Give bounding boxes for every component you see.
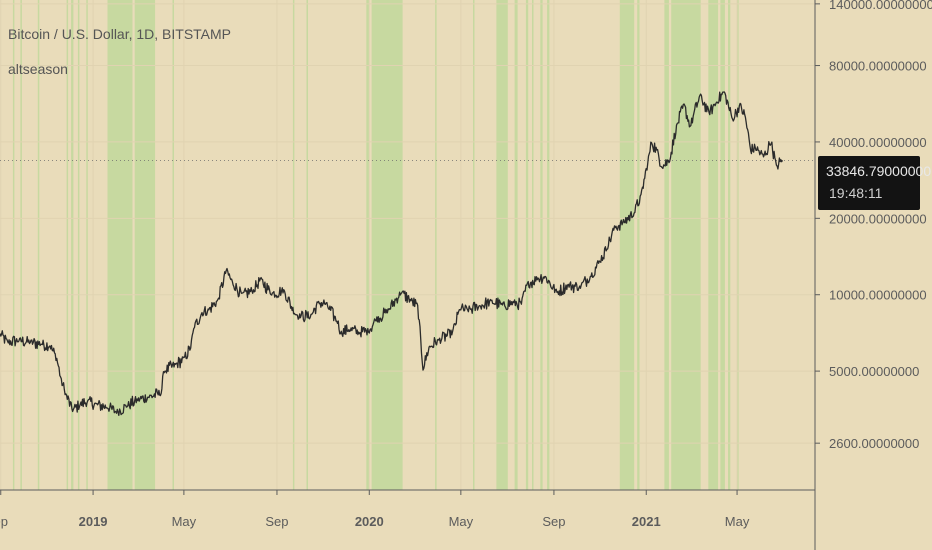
altseason-band [532,0,534,490]
altseason-band [671,0,701,490]
altseason-band [86,0,88,490]
time-axis[interactable]: ep 2019 May Sep 2020 May Sep 2021 May [0,490,750,529]
indicator-label[interactable]: altseason [8,61,68,77]
altseason-band [514,0,518,490]
altseason-band [473,0,475,490]
altseason-band [366,0,370,490]
y-tick-label: 20000.00000000 [829,211,927,226]
altseason-band [292,0,295,490]
x-tick-label: May [449,514,474,529]
altseason-band [172,0,174,490]
altseason-band [20,0,22,490]
x-tick-label: Sep [265,514,288,529]
altseason-band [664,0,669,490]
y-tick-label: 80000.00000000 [829,59,927,74]
last-price-badge: 33846.79000000 19:48:11 [818,156,932,210]
altseason-band [728,0,731,490]
altseason-band [371,0,403,490]
altseason-band [12,0,15,490]
altseason-band [37,0,40,490]
y-tick-label: 10000.00000000 [829,288,927,303]
x-tick-label: May [172,514,197,529]
altseason-band [637,0,640,490]
x-tick-label: 2021 [632,514,661,529]
bar-countdown: 19:48:11 [829,185,883,201]
altseason-bands [12,0,739,490]
x-tick-label: ep [0,514,8,529]
x-tick-label: 2019 [79,514,108,529]
altseason-band [134,0,156,490]
altseason-band [306,0,308,490]
altseason-band [525,0,529,490]
price-series-line [0,91,784,417]
y-tick-label: 2600.00000000 [829,436,919,451]
altseason-band [720,0,725,490]
altseason-band [540,0,543,490]
y-tick-label: 5000.00000000 [829,364,919,379]
x-tick-label: 2020 [355,514,384,529]
altseason-band [77,0,80,490]
altseason-band [708,0,719,490]
altseason-band [496,0,508,490]
altseason-band [737,0,739,490]
x-tick-label: Sep [542,514,565,529]
altseason-band [547,0,550,490]
altseason-band [619,0,635,490]
altseason-band [107,0,133,490]
y-tick-label: 40000.00000000 [829,135,927,150]
price-axis[interactable]: 140000.00000000 80000.00000000 40000.00000… [815,0,932,451]
y-tick-label: 140000.00000000 [829,0,932,12]
last-price-value: 33846.79000000 [826,163,932,179]
x-tick-label: May [725,514,750,529]
altseason-band [71,0,74,490]
altseason-band [66,0,69,490]
altseason-band [435,0,437,490]
chart-title[interactable]: Bitcoin / U.S. Dollar, 1D, BITSTAMP [8,26,232,42]
